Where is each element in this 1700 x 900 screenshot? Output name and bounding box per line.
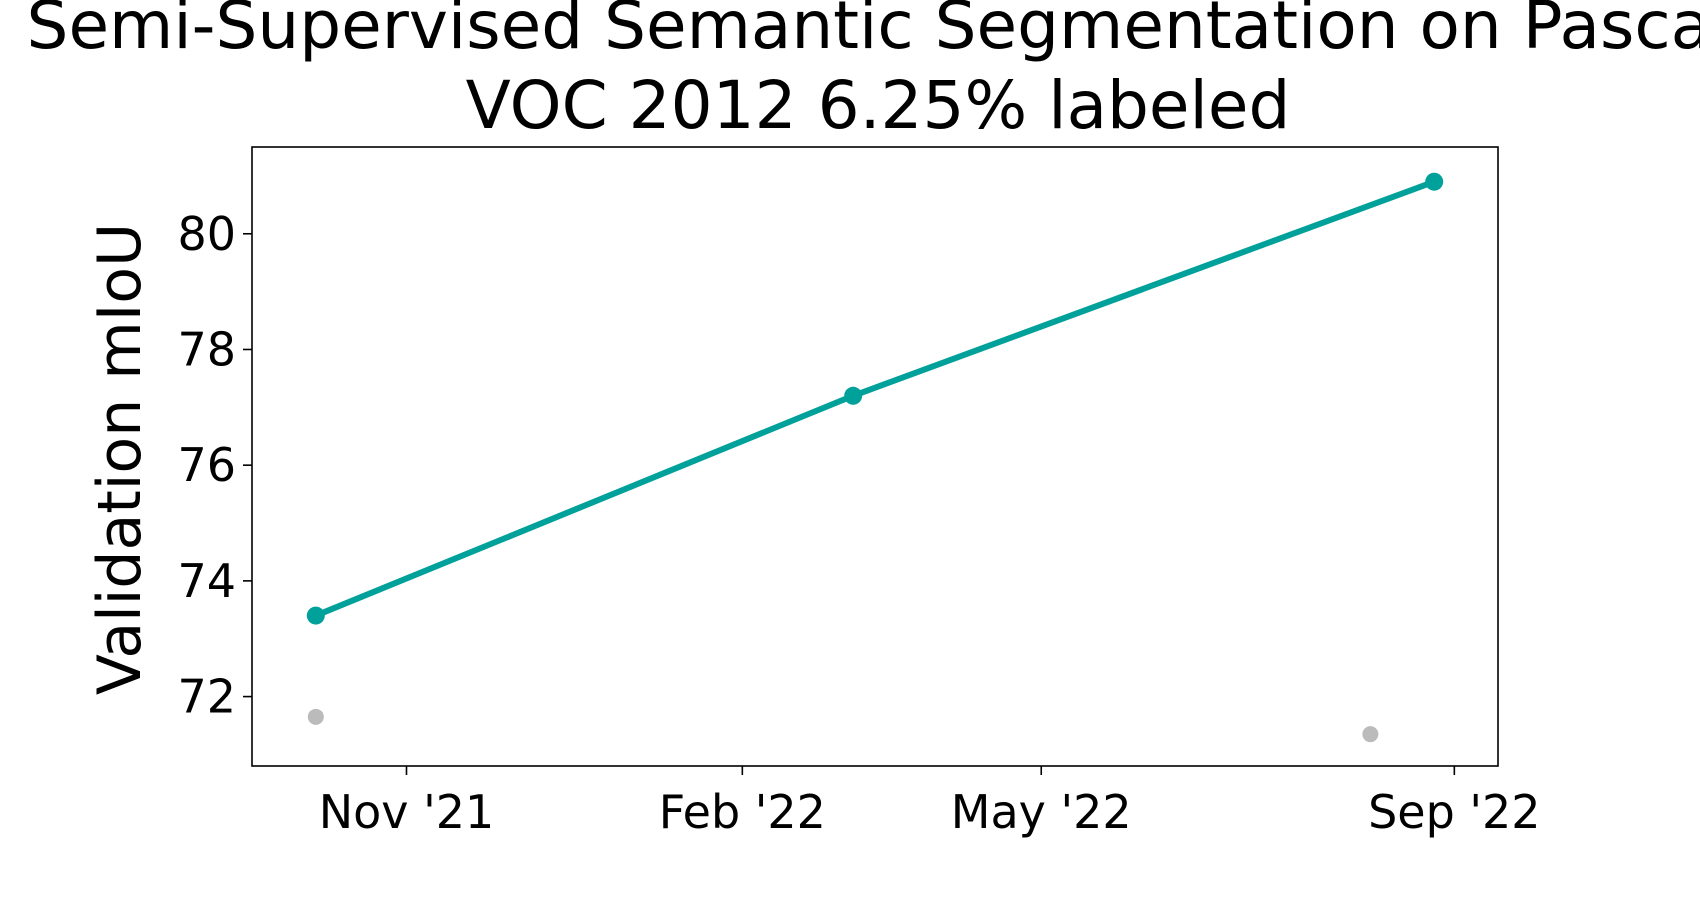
x-tick-label: Feb '22 [659, 785, 826, 839]
y-tick-label: 76 [177, 438, 236, 492]
chart-title-line2: VOC 2012 6.25% labeled [466, 67, 1291, 144]
chart-title-line1: Semi-Supervised Semantic Segmentation on… [27, 0, 1700, 64]
x-tick-label: May '22 [951, 785, 1132, 839]
y-tick-label: 78 [177, 322, 236, 376]
other-method-point [1362, 726, 1379, 743]
plot-frame [251, 146, 1499, 767]
sota-data-point [1425, 172, 1444, 191]
y-axis-label: Validation mIoU [85, 223, 155, 695]
plot-area: 72 74 76 78 80 Nov '21 Feb '22 May '22 Sep '22 [177, 146, 1541, 839]
y-tick-label: 80 [177, 207, 236, 261]
x-tick-label: Nov '21 [319, 785, 495, 839]
y-tick-label: 72 [177, 670, 236, 724]
other-method-point [307, 708, 324, 725]
sota-data-point [844, 386, 863, 405]
sota-data-point [306, 606, 325, 625]
sota-series-line [314, 178, 1436, 619]
y-tick-label: 74 [177, 554, 236, 608]
x-tick-label: Sep '22 [1368, 785, 1541, 839]
